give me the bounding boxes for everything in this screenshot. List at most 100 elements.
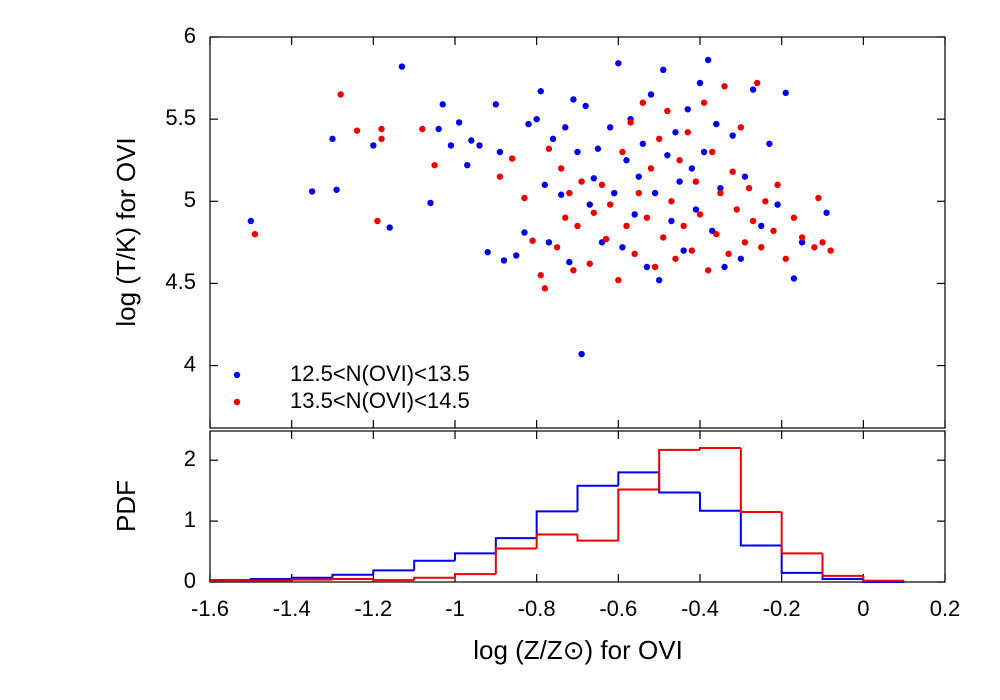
y-tick-label: 4.5 — [165, 269, 196, 294]
x-tick-label: 0.2 — [930, 596, 961, 621]
point — [631, 211, 638, 218]
point — [721, 83, 728, 90]
point — [643, 214, 651, 221]
point — [562, 124, 569, 131]
point — [570, 96, 577, 103]
point — [782, 89, 789, 97]
point — [815, 194, 822, 202]
point — [570, 267, 577, 274]
point — [553, 244, 561, 251]
point — [521, 229, 528, 236]
point — [513, 252, 520, 259]
x-tick-label: -1.2 — [354, 596, 392, 621]
histogram-step — [576, 534, 619, 542]
point — [647, 91, 655, 98]
histogram-step — [576, 484, 619, 512]
x-axis-label: log (Z/Z⊙) for OVI — [473, 635, 683, 665]
point — [749, 217, 757, 225]
point — [602, 235, 610, 243]
histogram-step — [413, 576, 455, 581]
point — [709, 148, 716, 156]
point — [386, 224, 393, 231]
point — [500, 257, 508, 264]
point — [700, 148, 708, 156]
point — [753, 79, 761, 87]
histogram-step — [699, 492, 741, 512]
y-tick-label: 0 — [184, 568, 196, 593]
point — [774, 201, 781, 208]
point — [688, 247, 696, 254]
point — [537, 272, 544, 279]
histogram-step — [658, 448, 700, 490]
point — [545, 145, 553, 152]
point — [566, 258, 573, 266]
point — [578, 350, 585, 358]
point — [468, 137, 475, 144]
point — [639, 140, 647, 147]
point — [745, 184, 753, 192]
y-tick-label: 2 — [184, 446, 196, 471]
point — [557, 191, 565, 198]
point — [464, 161, 471, 169]
point — [574, 222, 581, 230]
point — [370, 142, 377, 149]
point — [329, 135, 336, 143]
y-tick-label: 5 — [184, 187, 196, 212]
point — [623, 157, 630, 164]
point — [537, 88, 544, 95]
point — [619, 148, 626, 156]
point — [606, 124, 614, 131]
point — [590, 209, 598, 216]
point — [562, 214, 569, 221]
point — [762, 198, 769, 205]
point — [692, 206, 700, 213]
histogram-step — [290, 578, 333, 581]
point — [737, 255, 745, 262]
histogram-step — [535, 510, 578, 539]
x-tick-label: -0.6 — [599, 596, 637, 621]
point — [492, 101, 500, 108]
legend-label: 12.5<N(OVI)<13.5 — [290, 361, 470, 386]
histogram-step — [209, 579, 251, 582]
x-tick-label: -0.8 — [518, 596, 556, 621]
histogram-step — [494, 547, 537, 575]
point — [615, 60, 622, 67]
point — [333, 186, 340, 193]
histogram-step — [617, 471, 660, 486]
point — [713, 120, 720, 128]
point — [541, 285, 549, 292]
point — [247, 217, 255, 225]
point — [660, 234, 667, 241]
point — [819, 239, 826, 246]
point — [521, 194, 528, 202]
x-tick-label: -0.2 — [763, 596, 801, 621]
point — [439, 101, 446, 108]
point — [647, 165, 655, 172]
y-tick-label: 4 — [184, 351, 196, 376]
point — [688, 165, 696, 172]
point — [635, 173, 642, 180]
point — [676, 178, 683, 185]
point — [337, 91, 344, 98]
point — [574, 148, 581, 156]
x-tick-label: -0.4 — [681, 596, 719, 621]
point — [713, 230, 720, 238]
point — [692, 178, 700, 185]
point — [655, 276, 663, 284]
point — [529, 237, 536, 244]
point — [435, 125, 442, 133]
point — [684, 129, 691, 136]
point — [496, 173, 504, 180]
point — [643, 263, 651, 271]
point — [484, 249, 491, 256]
point — [447, 142, 455, 149]
point — [578, 178, 585, 185]
point — [704, 267, 712, 274]
point — [782, 255, 789, 262]
point — [684, 106, 691, 113]
y-tick-label: 1 — [184, 507, 196, 532]
point — [378, 135, 385, 143]
point — [615, 276, 622, 284]
